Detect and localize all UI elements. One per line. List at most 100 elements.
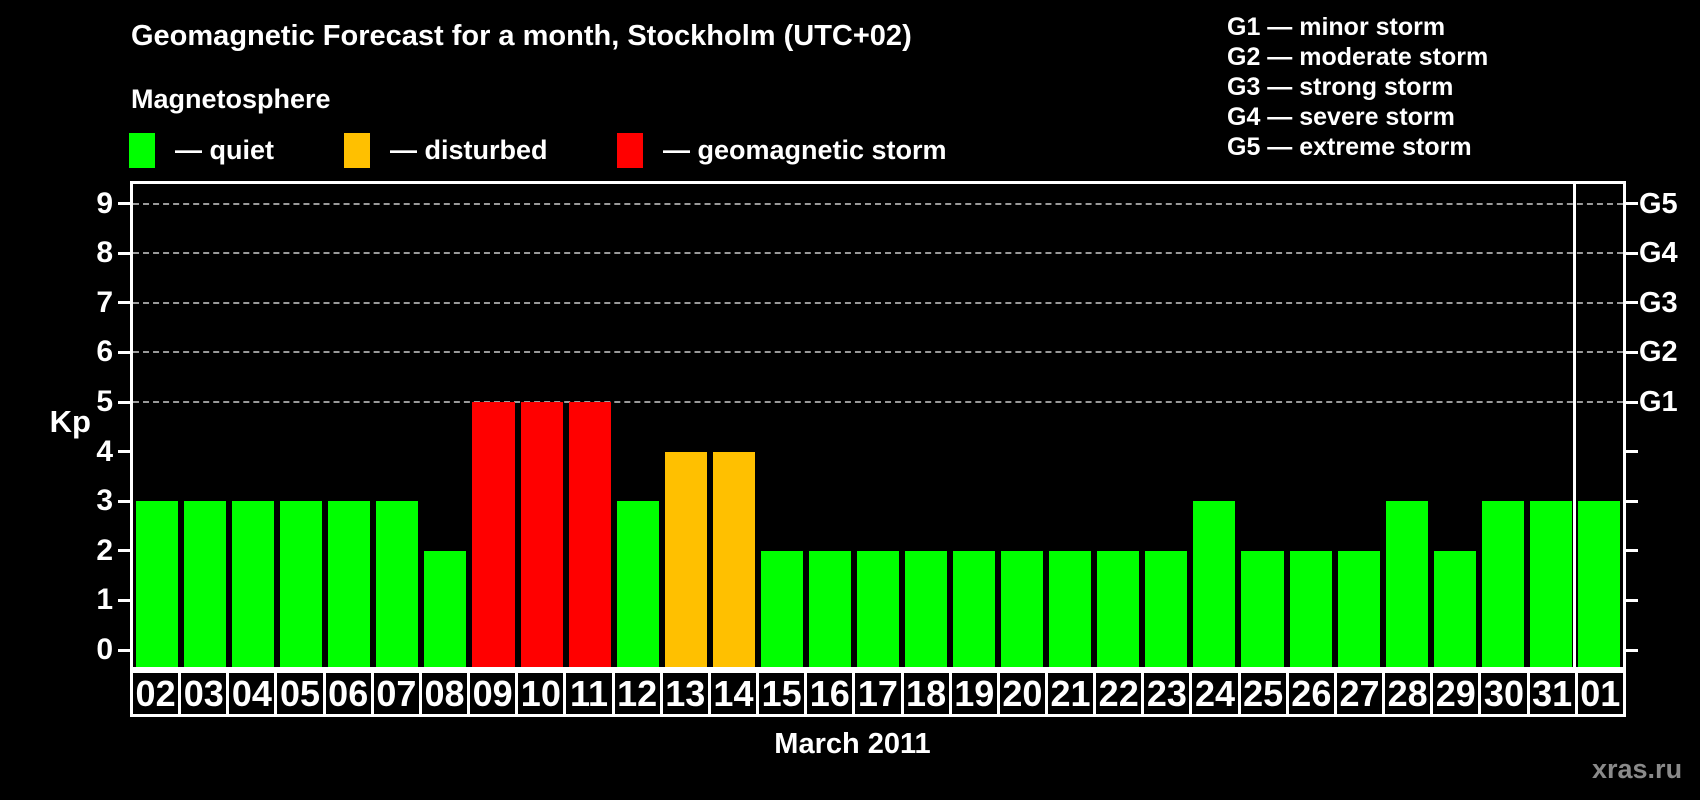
kp-bar-14	[712, 451, 755, 667]
legend-item-quiet: — quiet	[129, 133, 274, 168]
y-axis-label-5: 5	[96, 385, 113, 418]
legend-label-disturbed: — disturbed	[390, 135, 548, 165]
right-axis-label-g5: G5	[1639, 187, 1678, 220]
y-axis-label-8: 8	[96, 236, 113, 270]
day-label-31: 31	[1526, 670, 1578, 717]
kp-bar-04	[232, 501, 275, 667]
day-label-14: 14	[707, 670, 760, 717]
kp-bar-31	[1529, 501, 1572, 667]
month-separator-line	[1573, 184, 1577, 667]
kp-bar-23	[1145, 550, 1188, 667]
y-axis-label-4: 4	[96, 434, 113, 468]
day-label-26: 26	[1285, 670, 1337, 717]
y-axis-tick-left-1	[118, 598, 130, 602]
legend-label-quiet: — quiet	[175, 135, 274, 165]
kp-bar-18	[905, 550, 948, 667]
kp-bar-21	[1049, 550, 1092, 667]
kp-bar-05	[280, 501, 323, 667]
y-axis-label-2: 2	[96, 533, 113, 567]
y-axis-tick-right-4	[1626, 450, 1638, 454]
kp-bar-25	[1241, 550, 1284, 667]
day-label-04: 04	[226, 670, 278, 717]
y-axis-tick-left-8	[118, 251, 130, 255]
gridline-kp7	[133, 301, 1623, 304]
y-axis-tick-right-8	[1626, 251, 1638, 255]
y-axis-tick-left-5	[118, 400, 130, 404]
watermark: xras.ru	[1592, 754, 1683, 784]
kp-bar-13	[664, 451, 707, 667]
y-axis-tick-left-7	[118, 301, 130, 305]
day-label-09: 09	[467, 670, 519, 717]
kp-bar-08	[424, 550, 467, 667]
y-axis-tick-left-0	[118, 648, 130, 652]
g-scale-legend: G1 — minor storm G2 — moderate storm G3 …	[1227, 12, 1488, 162]
kp-bar-28	[1385, 501, 1428, 667]
y-axis-label-1: 1	[96, 583, 113, 617]
kp-bar-29	[1433, 550, 1476, 667]
day-label-19: 19	[948, 670, 1000, 717]
kp-bar-19	[953, 550, 996, 667]
day-label-27: 27	[1333, 670, 1386, 717]
day-label-06: 06	[322, 670, 374, 717]
y-axis-tick-right-7	[1626, 301, 1638, 305]
kp-bar-02	[136, 501, 179, 667]
plot-area: 0 1 2 3 4 5 6 7 8 9 G1 G2 G3 G4 G5 Kp	[50, 181, 1678, 670]
y-axis-tick-left-6	[118, 350, 130, 354]
day-label-22: 22	[1093, 670, 1145, 717]
y-axis-tick-right-0	[1626, 648, 1638, 652]
day-label-23: 23	[1141, 670, 1193, 717]
y-axis-tick-right-9	[1626, 202, 1638, 206]
day-label-08: 08	[418, 670, 471, 717]
page-title: Geomagnetic Forecast for a month, Stockh…	[131, 20, 912, 52]
y-axis-label-0: 0	[96, 633, 113, 666]
disturbed-color-swatch	[344, 133, 370, 168]
day-label-05: 05	[274, 670, 326, 717]
day-label-03: 03	[178, 670, 230, 717]
gridline-kp5	[133, 401, 1623, 403]
kp-bar-07	[376, 501, 419, 667]
right-axis-label-g3: G3	[1639, 286, 1678, 319]
legend-item-disturbed: — disturbed	[344, 133, 548, 168]
day-label-02: 02	[130, 670, 182, 717]
day-label-01: 01	[1574, 670, 1626, 717]
day-label-11: 11	[563, 670, 615, 717]
day-label-24: 24	[1189, 670, 1241, 717]
x-axis-title: March 2011	[774, 728, 931, 760]
g1-legend-line: G1 — minor storm	[1227, 13, 1446, 41]
day-label-18: 18	[900, 670, 952, 717]
quiet-color-swatch	[129, 133, 155, 168]
y-axis-tick-right-2	[1626, 549, 1638, 553]
day-label-07: 07	[370, 670, 422, 717]
day-label-12: 12	[611, 670, 663, 717]
kp-bar-24	[1193, 501, 1236, 667]
y-axis-tick-left-9	[118, 202, 130, 206]
y-axis-label-9: 9	[96, 186, 113, 220]
kp-bar-06	[328, 501, 371, 667]
kp-bar-27	[1337, 550, 1380, 667]
day-label-21: 21	[1044, 670, 1097, 717]
kp-bar-10	[520, 402, 563, 667]
y-axis-tick-right-1	[1626, 598, 1638, 602]
day-label-17: 17	[852, 670, 904, 717]
y-axis-title: Kp	[49, 403, 91, 439]
kp-bar-16	[808, 550, 851, 667]
right-axis-label-g4: G4	[1639, 237, 1678, 270]
storm-color-swatch	[617, 133, 643, 168]
day-label-29: 29	[1430, 670, 1482, 717]
kp-bar-17	[856, 550, 900, 667]
day-label-30: 30	[1478, 670, 1530, 717]
kp-bar-20	[1001, 550, 1044, 667]
kp-bar-30	[1481, 501, 1524, 667]
y-axis-label-6: 6	[96, 335, 113, 369]
legend-item-storm: — geomagnetic storm	[617, 133, 947, 168]
magnetosphere-label: Magnetosphere	[131, 84, 331, 114]
y-axis-tick-left-2	[118, 549, 130, 553]
day-label-10: 10	[515, 670, 567, 717]
kp-bar-12	[616, 501, 659, 667]
x-axis-day-labels: 02 03 04 05 06 07 08 09 10 11 12 13 14 15 16 17 18 19 20 21…	[130, 670, 1626, 717]
right-axis-label-g1: G1	[1639, 386, 1678, 418]
day-label-20: 20	[996, 670, 1048, 717]
y-axis-tick-right-5	[1626, 400, 1638, 404]
right-axis-label-g2: G2	[1639, 336, 1678, 369]
